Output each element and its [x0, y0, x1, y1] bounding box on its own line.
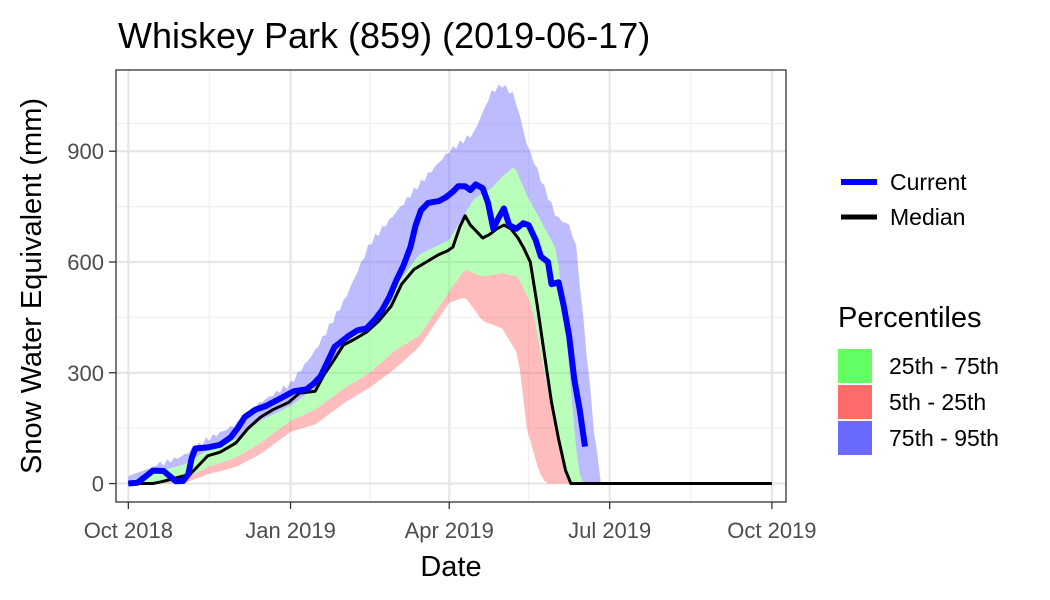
plot-panel [115, 69, 787, 503]
y-axis: 0 300 600 900 [67, 139, 116, 497]
legend-p25-75-swatch [838, 349, 872, 383]
legend-p5-25-label: 5th - 25th [889, 389, 986, 415]
legend-p75-95-swatch [838, 421, 872, 455]
x-tick-label: Oct 2018 [84, 518, 173, 543]
y-tick-label: 900 [67, 139, 104, 164]
legend-current-label: Current [890, 169, 967, 195]
plot-border [115, 69, 787, 503]
legend-p75-95-label: 75th - 95th [889, 425, 999, 451]
y-tick-label: 600 [67, 250, 104, 275]
legend-p5-25-swatch [838, 385, 872, 419]
plot-background [116, 70, 786, 502]
y-axis-title: Snow Water Equivalent (mm) [16, 98, 48, 474]
percentile-bands [128, 84, 771, 484]
current-line [128, 181, 588, 487]
x-tick-label: Jan 2019 [245, 518, 336, 543]
band-5th-25th [128, 270, 771, 484]
legend-median-label: Median [890, 204, 965, 230]
median-line [128, 214, 772, 485]
x-tick-label: Oct 2019 [727, 518, 816, 543]
chart-title: Whiskey Park (859) (2019-06-17) [118, 15, 650, 56]
series-lines [128, 181, 772, 487]
band-75th-95th [128, 84, 771, 484]
x-tick-label: Jul 2019 [568, 518, 651, 543]
y-tick-label: 300 [67, 361, 104, 386]
legend: Current Median Percentiles 25th - 75th 5… [838, 169, 999, 455]
y-tick-label: 0 [92, 472, 104, 497]
legend-p25-75-label: 25th - 75th [889, 353, 999, 379]
legend-percentiles-title: Percentiles [838, 302, 981, 334]
major-gridlines [116, 70, 786, 502]
x-axis: Oct 2018 Jan 2019 Apr 2019 Jul 2019 Oct 2019 [84, 502, 817, 543]
x-tick-label: Apr 2019 [405, 518, 494, 543]
minor-gridlines [116, 70, 786, 502]
x-axis-title: Date [420, 551, 481, 583]
